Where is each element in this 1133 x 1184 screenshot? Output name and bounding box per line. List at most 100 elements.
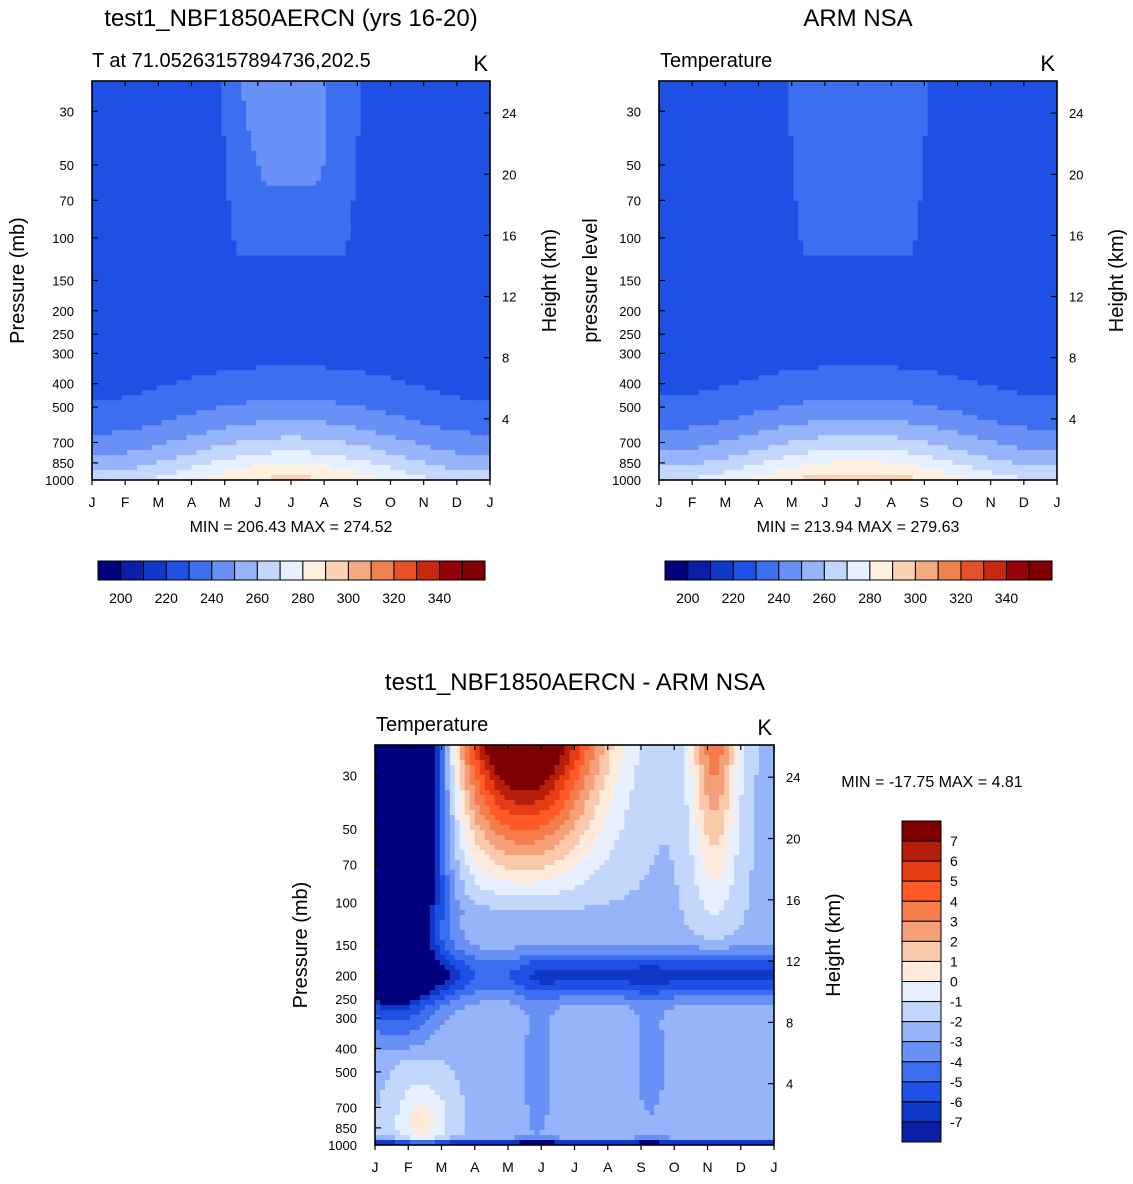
- colorbar-swatch: [901, 900, 942, 922]
- y-tick-label: 700: [52, 435, 74, 450]
- y-tick-label: 300: [335, 1011, 357, 1026]
- y-tick-label: 700: [335, 1100, 357, 1115]
- colorbar-swatch: [901, 1121, 942, 1143]
- x-tick-label: A: [603, 1159, 613, 1175]
- x-tick-label: J: [571, 1159, 578, 1175]
- y-tick-label: 300: [619, 346, 641, 361]
- colorbar-label: 0: [950, 974, 958, 990]
- x-tick-label: M: [719, 494, 731, 510]
- y-right-tick-label: 8: [1069, 351, 1076, 366]
- y-tick-label: 850: [52, 456, 74, 471]
- colorbar-label: 240: [200, 590, 224, 606]
- colorbar-label: 340: [428, 590, 452, 606]
- colorbar-swatch: [211, 560, 236, 581]
- y-right-ticks-1: 24 20 16 12 8 4: [484, 106, 516, 427]
- x-tick-label: M: [152, 494, 164, 510]
- colorbar-swatch: [1028, 560, 1053, 581]
- y-tick-label: 50: [60, 158, 74, 173]
- y-right-axis-label-1: Height (km): [539, 229, 561, 332]
- y-tick-label: 850: [619, 456, 641, 471]
- colorbar-label: 1: [950, 953, 958, 969]
- panel-1: test1_NBF1850AERCN (yrs 16-20) T at 71.05…: [7, 5, 561, 606]
- x-tick-label: F: [688, 494, 697, 510]
- colorbar-swatch: [279, 560, 304, 581]
- x-tick-label: S: [636, 1159, 645, 1175]
- colorbar-swatch: [393, 560, 418, 581]
- colorbar-swatch: [347, 560, 372, 581]
- y-right-tick-label: 24: [1069, 106, 1083, 121]
- x-tick-label: J: [372, 1159, 379, 1175]
- colorbar-swatch: [937, 560, 962, 581]
- y-axis-label-2: pressure level: [580, 218, 602, 343]
- colorbar-swatch: [901, 820, 942, 842]
- y-tick-label: 250: [335, 992, 357, 1007]
- colorbar-label: -3: [950, 1034, 963, 1050]
- y-tick-label: 1000: [328, 1138, 357, 1153]
- colorbar-label: 260: [246, 590, 270, 606]
- y-tick-label: 50: [343, 822, 357, 837]
- x-tick-label: J: [821, 494, 828, 510]
- x-tick-label: J: [89, 494, 96, 510]
- colorbar-label: 300: [337, 590, 361, 606]
- y-tick-label: 50: [627, 158, 641, 173]
- y-right-tick-label: 4: [1069, 412, 1076, 427]
- colorbar-label: 200: [676, 590, 700, 606]
- colorbar-label: -1: [950, 994, 963, 1010]
- y-tick-label: 30: [343, 768, 357, 783]
- colorbar-label: 6: [950, 853, 958, 869]
- y-axis-label-1: Pressure (mb): [7, 217, 29, 344]
- colorbar-swatch: [901, 981, 942, 1003]
- y-right-ticks-3: 24 20 16 12 8 4: [768, 770, 800, 1092]
- y-right-tick-label: 16: [786, 893, 800, 908]
- colorbar-swatch: [461, 560, 486, 581]
- contour-field-2: [659, 81, 1057, 480]
- colorbar-label: 320: [949, 590, 973, 606]
- colorbar-label: 340: [995, 590, 1019, 606]
- y-ticks-1: 30 50 70 100 150 200 250 300 400 500 700 850 1000: [45, 104, 98, 488]
- y-tick-label: 500: [619, 400, 641, 415]
- colorbar-swatch: [901, 1101, 942, 1123]
- y-tick-label: 150: [52, 274, 74, 289]
- colorbar-swatch: [901, 860, 942, 882]
- y-tick-label: 100: [52, 231, 74, 246]
- unit-label-2: K: [1040, 51, 1055, 76]
- colorbar-label: -4: [950, 1054, 963, 1070]
- y-right-tick-label: 8: [502, 351, 509, 366]
- x-tick-label: M: [219, 494, 231, 510]
- y-ticks-2: 30 50 70 100 150 200 250 300 400 500 700 850 1000: [612, 104, 665, 488]
- chart-subtitle-2: Temperature: [660, 50, 772, 72]
- y-tick-label: 850: [335, 1121, 357, 1136]
- colorbar-swatch: [901, 880, 942, 902]
- x-tick-label: N: [419, 494, 429, 510]
- colorbar-swatch: [188, 560, 213, 581]
- y-right-tick-label: 20: [502, 167, 516, 182]
- x-tick-label: D: [452, 494, 462, 510]
- colorbar-label: -7: [950, 1114, 963, 1130]
- y-tick-label: 70: [60, 193, 74, 208]
- x-tick-label: J: [1054, 494, 1061, 510]
- colorbar-label: 3: [950, 913, 958, 929]
- x-tick-label: N: [986, 494, 996, 510]
- y-tick-label: 150: [335, 938, 357, 953]
- chart-subtitle-1: T at 71.05263157894736,202.5: [92, 50, 371, 72]
- y-right-tick-label: 12: [502, 290, 516, 305]
- colorbar-label: 240: [767, 590, 791, 606]
- x-tick-label: O: [669, 1159, 680, 1175]
- y-tick-label: 250: [52, 327, 74, 342]
- chart-title-1: test1_NBF1850AERCN (yrs 16-20): [104, 5, 477, 32]
- colorbar-3: 7 6 5 4 3 2 1 0 -1 -2 -3 -4 -5 -6 -7: [901, 820, 963, 1143]
- x-tick-label: J: [487, 494, 494, 510]
- colorbar-swatch: [901, 920, 942, 942]
- colorbar-swatch: [846, 560, 871, 581]
- x-tick-label: D: [736, 1159, 746, 1175]
- x-tick-label: O: [952, 494, 963, 510]
- x-tick-label: J: [855, 494, 862, 510]
- x-tick-label: O: [385, 494, 396, 510]
- y-right-axis-label-2: Height (km): [1106, 229, 1128, 332]
- colorbar-label: 320: [382, 590, 406, 606]
- y-tick-label: 500: [52, 400, 74, 415]
- unit-label-1: K: [473, 51, 488, 76]
- colorbar-swatch: [732, 560, 757, 581]
